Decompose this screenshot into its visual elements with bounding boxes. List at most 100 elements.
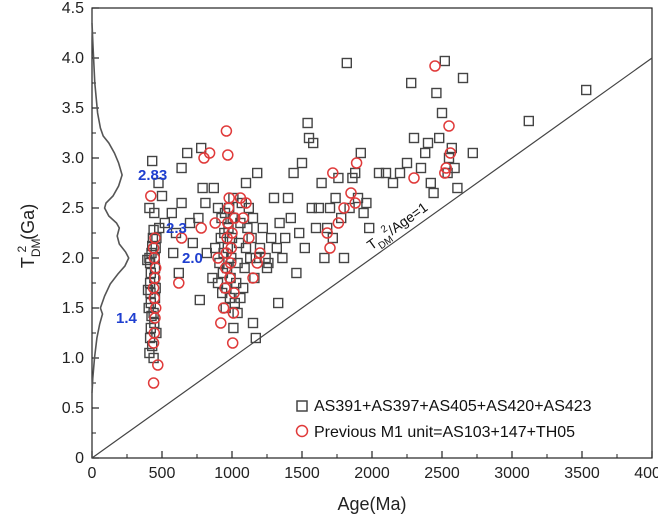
circle-point — [152, 359, 164, 371]
circle-point — [212, 252, 224, 264]
square-point — [251, 167, 263, 179]
legend-label-squares: AS391+AS397+AS405+AS420+AS423 — [314, 398, 592, 415]
square-point — [148, 224, 159, 236]
square-point — [355, 147, 366, 159]
square-point — [420, 147, 431, 159]
square-point — [273, 297, 284, 309]
square-point — [209, 242, 221, 254]
circle-point — [224, 272, 236, 284]
square-point — [261, 262, 273, 274]
peak-label: 2.0 — [182, 250, 203, 267]
square-point — [310, 222, 322, 234]
circle-point — [227, 307, 240, 319]
peak-labels: 2.83 2.3 2.0 1.4 — [116, 167, 203, 327]
square-point — [443, 152, 455, 164]
square-point — [291, 267, 302, 279]
square-point — [247, 317, 259, 329]
circle-point — [219, 282, 231, 294]
square-point — [257, 222, 268, 234]
square-point — [176, 162, 187, 174]
circle-point — [429, 60, 441, 72]
square-point — [324, 202, 336, 214]
square-point — [449, 162, 460, 174]
density-curve — [91, 22, 130, 394]
circle-point — [228, 287, 240, 299]
y-tick-label: 3.0 — [62, 150, 84, 167]
circle-point — [349, 197, 361, 209]
circle-point — [220, 125, 233, 137]
circle-point — [147, 377, 160, 389]
legend-marker-squares — [296, 400, 308, 412]
square-point — [274, 217, 285, 229]
circle-point — [148, 327, 161, 339]
square-point — [523, 115, 534, 127]
y-tick-label: 2.0 — [62, 250, 84, 267]
circle-point — [145, 190, 157, 202]
square-point — [212, 202, 224, 214]
square-point — [394, 167, 406, 179]
x-axis-title: Age(Ma) — [337, 494, 406, 514]
y-tick-label: 2.5 — [62, 200, 84, 217]
peak-label: 1.4 — [116, 310, 138, 327]
square-point — [361, 197, 372, 209]
circle-point — [345, 187, 357, 199]
square-point — [285, 212, 296, 224]
legend-label-circles: Previous M1 unit=AS103+147+TH05 — [314, 424, 575, 441]
circle-point — [443, 120, 455, 132]
circle-point — [254, 247, 266, 259]
legend-marker-circles — [295, 424, 309, 438]
square-point — [439, 55, 450, 67]
legend: AS391+AS397+AS405+AS420+AS423 Previous M… — [295, 398, 592, 441]
circle-point — [327, 167, 339, 179]
x-tick-label: 2000 — [354, 465, 390, 482]
square-point — [239, 262, 250, 274]
square-point — [322, 222, 333, 234]
circle-point — [247, 272, 259, 284]
x-tick-label: 2500 — [424, 465, 460, 482]
y-tick-label: 1.5 — [62, 300, 84, 317]
density-curve-path — [91, 22, 130, 394]
square-point — [246, 232, 257, 244]
square-point — [208, 182, 220, 194]
square-point — [408, 132, 420, 144]
square-point — [166, 207, 178, 219]
circle-point — [209, 217, 221, 229]
circle-point — [440, 162, 452, 174]
square-point — [232, 307, 243, 319]
square-point — [247, 212, 259, 224]
square-point — [452, 182, 463, 194]
peak-label: 2.3 — [166, 220, 187, 237]
y-tick-label: 0 — [75, 450, 84, 467]
square-point — [406, 77, 417, 89]
y-tick-label: 1.0 — [62, 350, 84, 367]
circle-point — [243, 232, 255, 244]
square-point — [271, 242, 282, 254]
square-point — [446, 142, 457, 154]
x-tick-label: 1500 — [284, 465, 320, 482]
square-point — [201, 247, 213, 259]
y-tick-label: 3.5 — [62, 100, 84, 117]
square-point — [142, 284, 154, 296]
square-point — [146, 155, 158, 167]
circle-point — [215, 317, 227, 329]
square-point — [200, 197, 211, 209]
square-point — [436, 107, 448, 119]
circle-point — [350, 157, 363, 169]
square-point — [313, 202, 324, 214]
square-point — [387, 177, 399, 189]
square-point — [193, 212, 204, 224]
x-tick-label: 0 — [88, 465, 97, 482]
square-point — [338, 252, 350, 264]
square-point — [149, 207, 160, 219]
circle-point — [226, 337, 239, 349]
square-point — [288, 167, 299, 179]
square-point — [240, 177, 252, 189]
square-point — [358, 207, 369, 219]
x-tick-label: 500 — [149, 465, 176, 482]
circle-point — [149, 232, 161, 244]
square-point — [294, 227, 305, 239]
square-point — [425, 177, 436, 189]
square-point — [173, 267, 185, 279]
